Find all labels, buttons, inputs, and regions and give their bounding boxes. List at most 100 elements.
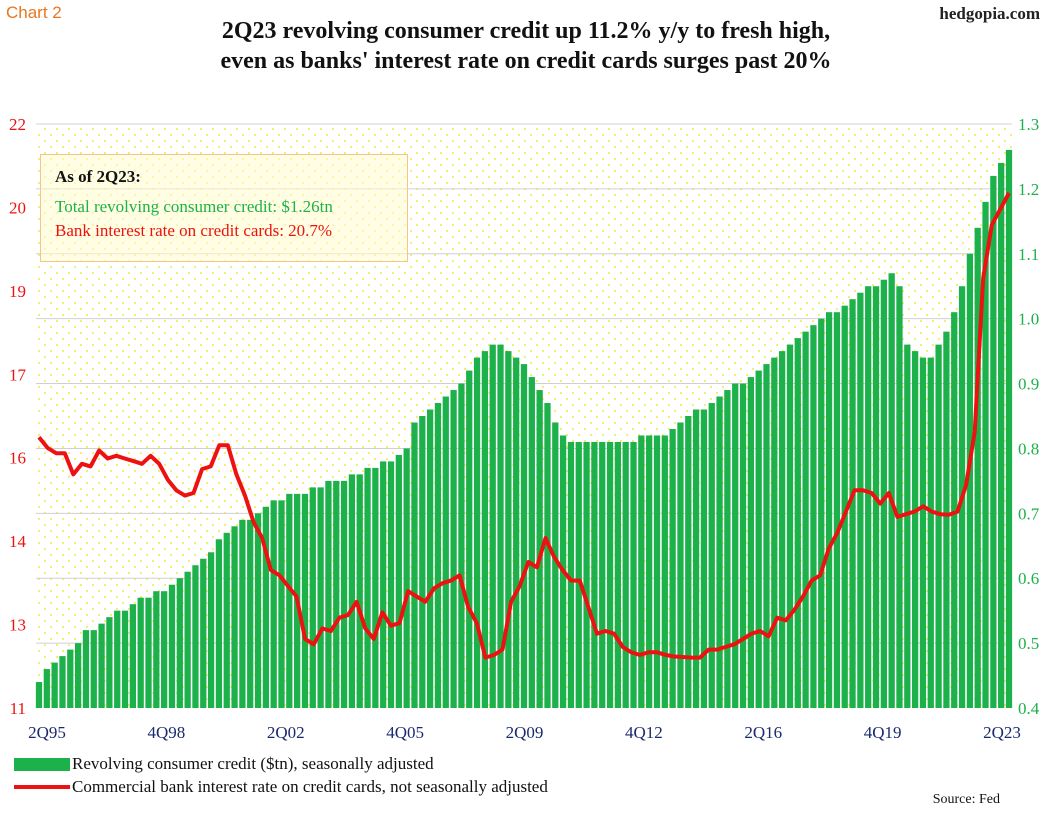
credit-bar	[974, 227, 981, 708]
credit-bar	[67, 649, 74, 708]
credit-bar	[599, 441, 606, 708]
x-tick-label: 2Q09	[506, 723, 544, 742]
credit-bar	[865, 286, 872, 708]
credit-bar	[919, 357, 927, 708]
credit-bar	[90, 630, 97, 708]
left-tick-label: 20	[9, 198, 26, 217]
credit-bar	[364, 467, 371, 708]
credit-bar	[192, 565, 199, 708]
site-name: hedgopia.com	[939, 4, 1040, 23]
credit-bar	[497, 344, 504, 708]
x-axis: 2Q95 4Q98 2Q02 4Q05 2Q09 4Q12 2Q16 4Q19 2Q23	[28, 723, 1021, 742]
credit-bar	[825, 312, 833, 708]
left-tick-label: 14	[9, 532, 27, 551]
credit-bar	[606, 441, 614, 708]
credit-bar	[270, 500, 277, 708]
credit-bar	[661, 435, 668, 708]
legend-item-rate: Commercial bank interest rate on credit …	[14, 776, 548, 798]
annotation-rate: Bank interest rate on credit cards: 20.7…	[55, 221, 333, 240]
credit-bar	[309, 487, 316, 708]
left-tick-label: 17	[9, 365, 27, 384]
credit-bar	[982, 201, 989, 708]
credit-bar	[59, 656, 66, 708]
credit-bar	[583, 441, 590, 708]
credit-bar	[638, 435, 645, 708]
credit-bar	[888, 273, 895, 708]
credit-bar	[223, 532, 230, 708]
credit-bar	[254, 513, 262, 708]
credit-bar	[575, 441, 582, 708]
left-tick-label: 19	[9, 282, 26, 301]
credit-bars	[35, 149, 1013, 708]
credit-bar	[786, 344, 794, 708]
credit-bar	[833, 312, 841, 708]
credit-bar	[685, 416, 692, 708]
chart-title: 2Q23 revolving consumer credit up 11.2% …	[0, 16, 1052, 76]
credit-bar	[528, 377, 535, 708]
legend-label-rate: Commercial bank interest rate on credit …	[72, 777, 548, 796]
credit-bar	[747, 377, 754, 708]
credit-bar	[591, 441, 598, 708]
right-tick-label: 0.8	[1018, 439, 1039, 458]
credit-bar	[998, 162, 1005, 708]
credit-bar	[35, 682, 43, 708]
credit-bar	[966, 253, 974, 708]
right-tick-label: 1.2	[1018, 180, 1039, 199]
credit-bar	[129, 604, 136, 708]
credit-bar	[395, 454, 402, 708]
left-tick-label: 16	[9, 449, 26, 468]
credit-bar	[356, 474, 363, 708]
credit-bar	[716, 396, 723, 708]
right-tick-label: 0.5	[1018, 634, 1039, 653]
credit-bar	[622, 441, 629, 708]
credit-bar	[841, 305, 848, 708]
credit-bar	[520, 364, 528, 708]
credit-bar	[779, 351, 786, 708]
credit-bar	[700, 409, 708, 708]
credit-bar	[262, 506, 269, 708]
credit-bar	[739, 383, 747, 708]
credit-bar	[849, 299, 856, 708]
credit-bar	[466, 370, 473, 708]
credit-bar	[200, 558, 207, 708]
credit-bar	[207, 552, 215, 708]
credit-bar	[763, 364, 770, 708]
right-tick-label: 0.9	[1018, 375, 1039, 394]
credit-bar	[372, 467, 379, 708]
credit-bar	[951, 312, 958, 708]
left-tick-label: 13	[9, 616, 26, 635]
credit-bar	[935, 344, 942, 708]
left-tick-label: 22	[9, 115, 26, 134]
right-tick-label: 1.1	[1018, 245, 1039, 264]
credit-bar	[927, 357, 934, 708]
left-tick-label: 11	[10, 699, 26, 718]
credit-bar	[677, 422, 684, 708]
x-tick-label: 2Q23	[983, 723, 1021, 742]
right-tick-label: 0.4	[1018, 699, 1040, 718]
credit-bar	[340, 480, 348, 708]
rate-line	[37, 192, 1011, 660]
credit-bar	[161, 591, 168, 708]
credit-bar	[505, 351, 512, 708]
credit-bar	[990, 175, 997, 708]
credit-bar	[301, 493, 309, 708]
credit-bar	[114, 610, 121, 708]
credit-bar	[317, 487, 324, 708]
legend-label-credit: Revolving consumer credit ($tn), seasona…	[72, 754, 434, 773]
credit-bar	[434, 403, 442, 708]
legend-item-credit: Revolving consumer credit ($tn), seasona…	[14, 753, 434, 775]
credit-bar	[168, 584, 176, 708]
credit-bar	[912, 351, 919, 708]
x-tick-label: 2Q95	[28, 723, 66, 742]
x-tick-label: 2Q02	[267, 723, 305, 742]
credit-bar	[403, 448, 410, 708]
credit-bar	[348, 474, 356, 708]
credit-bar	[536, 390, 543, 708]
credit-bar	[818, 318, 825, 708]
credit-bar	[106, 617, 113, 708]
source-note: Source: Fed	[932, 792, 1000, 807]
credit-bar	[614, 441, 621, 708]
credit-bar	[427, 409, 434, 708]
credit-bar	[708, 403, 715, 708]
